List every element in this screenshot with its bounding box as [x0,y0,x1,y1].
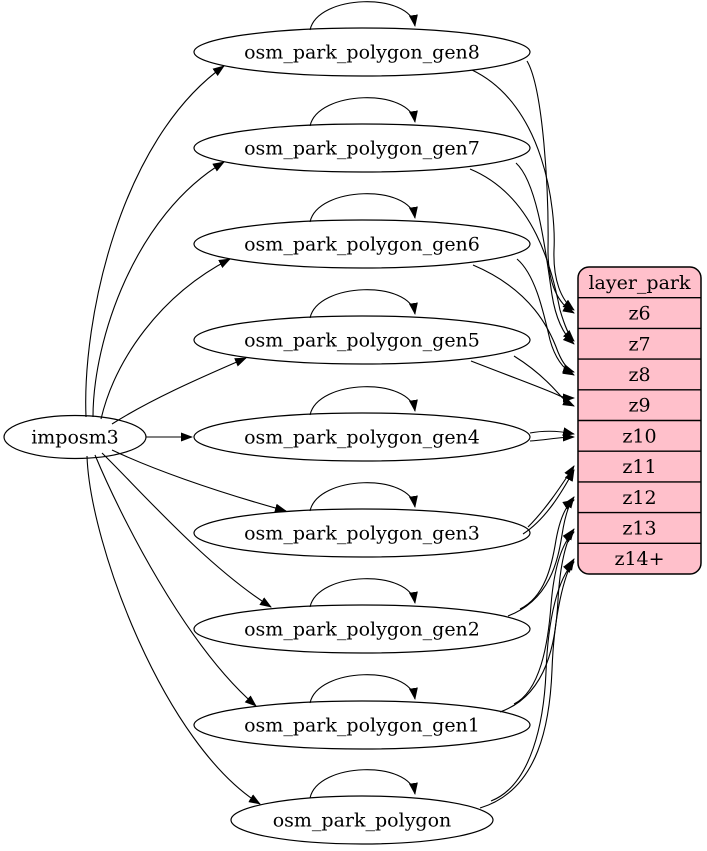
self-loop-osm-park-polygon-gen7 [309,97,418,127]
self-loop-osm-park-polygon-gen8 [309,1,418,31]
record-row-label-z8: z8 [628,364,650,386]
node-label-osm-park-polygon-gen5: osm_park_polygon_gen5 [244,330,480,352]
node-ellipse-osm-park-polygon-gen8 [193,27,531,77]
edge-osm-park-polygon-gen7-to-row-z7-strand2 [515,162,575,345]
record-row-label-z11: z11 [622,456,656,478]
edge-osm-park-polygon-gen1-to-row-z13 [499,528,575,713]
edge-osm-park-polygon-to-row-z14 [479,558,575,809]
node-label-osm-park-polygon-gen2: osm_park_polygon_gen2 [244,619,480,641]
self-loop-osm-park-polygon-gen4 [309,386,418,416]
edge-osm-park-polygon-gen4-to-row-z10-strand2 [529,432,575,442]
node-ellipse-osm-park-polygon-gen6 [193,219,531,269]
edge-osm-park-polygon-gen8-to-row-z6 [471,69,575,311]
record-row-label-z10: z10 [622,425,656,447]
edge-osm-park-polygon-gen5-to-row-z9-strand2 [513,355,575,407]
record-row-label-z7: z7 [628,333,650,355]
record-row-label-z12: z12 [622,487,656,509]
edge-imposm3-to-osm-park-polygon-gen3 [111,449,287,513]
record-row-label-z14: z14+ [614,548,664,570]
node-label-osm-park-polygon-gen6: osm_park_polygon_gen6 [244,234,480,256]
edge-imposm3-to-osm-park-polygon-gen6 [100,258,231,420]
record-row-label-z13: z13 [622,517,656,539]
node-ellipse-osm-park-polygon-gen7 [193,123,531,173]
edge-osm-park-polygon-to-row-z14-strand2 [490,561,575,802]
node-label-osm-park-polygon-gen4: osm_park_polygon_gen4 [244,427,480,449]
edge-imposm3-to-osm-park-polygon-gen7 [92,161,225,418]
record-header-label: layer_park [588,272,691,294]
node-label-osm-park-polygon-gen3: osm_park_polygon_gen3 [244,523,480,545]
node-ellipse-osm-park-polygon-gen2 [193,604,531,654]
node-ellipse-osm-park-polygon-gen1 [193,700,531,750]
node-label-osm-park-polygon: osm_park_polygon [273,810,452,832]
self-loop-osm-park-polygon [309,769,418,799]
edge-imposm3-to-osm-park-polygon-gen8 [85,65,225,418]
node-ellipse-osm-park-polygon-gen4 [193,412,531,462]
edge-imposm3-to-osm-park-polygon-gen1 [94,454,257,707]
node-ellipse-osm-park-polygon-gen5 [193,315,531,365]
edge-osm-park-polygon-gen1-to-row-z13-strand2 [513,531,575,705]
edge-osm-park-polygon-gen8-to-row-z6-strand2 [526,60,575,314]
edge-osm-park-polygon-gen2-to-row-z12-strand2 [519,499,575,610]
self-loop-osm-park-polygon-gen2 [309,578,418,608]
self-loop-osm-park-polygon-gen5 [309,289,418,319]
node-label-osm-park-polygon-gen8: osm_park_polygon_gen8 [244,42,480,64]
edge-imposm3-to-osm-park-polygon [86,455,261,805]
node-label-osm-park-polygon-gen1: osm_park_polygon_gen1 [244,715,480,737]
self-loop-osm-park-polygon-gen3 [309,482,418,512]
node-ellipse-osm-park-polygon-gen3 [193,508,531,558]
edge-osm-park-polygon-gen6-to-row-z8-strand2 [516,258,575,376]
record-row-label-z9: z9 [628,395,650,417]
self-loop-osm-park-polygon-gen6 [309,193,418,223]
edge-imposm3-to-osm-park-polygon-gen2 [101,452,272,608]
node-label-osm-park-polygon-gen7: osm_park_polygon_gen7 [244,138,480,160]
node-label-imposm3: imposm3 [31,427,119,449]
record-row-label-z6: z6 [628,303,650,325]
edge-imposm3-to-osm-park-polygon-gen5 [111,357,247,425]
node-ellipse-osm-park-polygon [230,795,494,845]
self-loop-osm-park-polygon-gen1 [309,674,418,704]
edge-osm-park-polygon-gen3-to-row-z11-strand2 [522,469,575,535]
edge-osm-park-polygon-gen7-to-row-z7 [469,168,575,342]
